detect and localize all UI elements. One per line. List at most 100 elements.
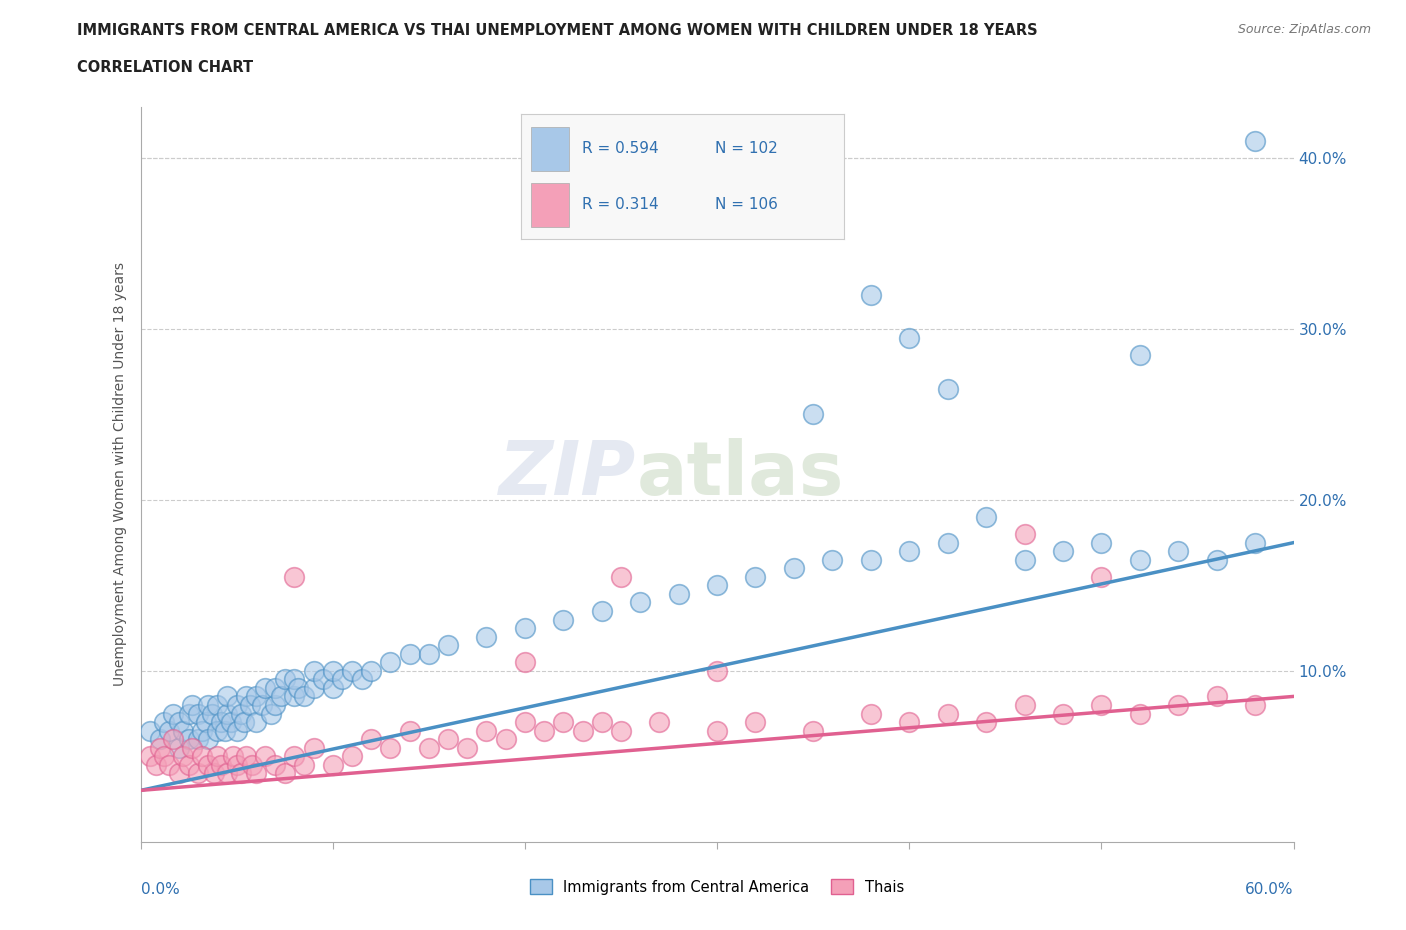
Point xyxy=(456,740,478,755)
Point xyxy=(936,381,959,396)
Point xyxy=(475,724,498,738)
Point xyxy=(207,749,229,764)
Point xyxy=(668,587,690,602)
Point xyxy=(974,714,997,729)
Point xyxy=(648,714,671,729)
Point xyxy=(360,732,382,747)
Point xyxy=(233,714,256,729)
Point xyxy=(181,740,204,755)
Point xyxy=(159,757,180,772)
Point xyxy=(418,646,440,661)
Point xyxy=(571,724,593,738)
Point xyxy=(172,749,194,764)
Point xyxy=(283,671,305,686)
Point xyxy=(181,698,204,712)
Point xyxy=(217,706,239,721)
Point xyxy=(974,510,997,525)
Point xyxy=(197,732,219,747)
Point xyxy=(533,724,555,738)
Point xyxy=(706,578,728,592)
Text: 0.0%: 0.0% xyxy=(141,882,180,897)
Point xyxy=(1052,544,1074,559)
Point xyxy=(149,732,172,747)
Point xyxy=(283,569,305,584)
Point xyxy=(214,724,236,738)
Legend: Immigrants from Central America, Thais: Immigrants from Central America, Thais xyxy=(524,873,910,900)
Point xyxy=(302,663,325,678)
Point xyxy=(1090,535,1112,550)
Point xyxy=(245,714,267,729)
Point xyxy=(1052,706,1074,721)
Point xyxy=(610,724,633,738)
Point xyxy=(380,740,402,755)
Point xyxy=(207,698,229,712)
Point xyxy=(610,569,633,584)
Point xyxy=(197,757,219,772)
Point xyxy=(254,681,277,696)
Point xyxy=(217,766,239,781)
Point xyxy=(322,681,344,696)
Text: Source: ZipAtlas.com: Source: ZipAtlas.com xyxy=(1237,23,1371,36)
Point xyxy=(398,724,420,738)
Point xyxy=(302,681,325,696)
Text: CORRELATION CHART: CORRELATION CHART xyxy=(77,60,253,75)
Point xyxy=(1129,347,1152,362)
Point xyxy=(229,766,252,781)
Text: IMMIGRANTS FROM CENTRAL AMERICA VS THAI UNEMPLOYMENT AMONG WOMEN WITH CHILDREN U: IMMIGRANTS FROM CENTRAL AMERICA VS THAI … xyxy=(77,23,1038,38)
Point xyxy=(225,757,247,772)
Point xyxy=(475,630,498,644)
Point xyxy=(177,732,200,747)
Point xyxy=(859,287,882,302)
Point xyxy=(513,655,536,670)
Point xyxy=(859,706,882,721)
Point xyxy=(302,740,325,755)
Point xyxy=(250,698,273,712)
Point xyxy=(292,689,315,704)
Point xyxy=(1167,698,1189,712)
Point xyxy=(1167,544,1189,559)
Point xyxy=(264,698,287,712)
Point xyxy=(152,714,174,729)
Point xyxy=(177,706,200,721)
Point xyxy=(273,671,295,686)
Point xyxy=(187,766,209,781)
Point xyxy=(801,724,824,738)
Text: atlas: atlas xyxy=(637,438,844,511)
Point xyxy=(437,732,460,747)
Point xyxy=(398,646,420,661)
Point xyxy=(209,757,232,772)
Point xyxy=(287,681,309,696)
Point xyxy=(898,544,921,559)
Point xyxy=(1244,134,1267,149)
Point xyxy=(360,663,382,678)
Point xyxy=(191,724,214,738)
Point xyxy=(553,612,575,627)
Point xyxy=(177,757,200,772)
Point xyxy=(139,749,162,764)
Point xyxy=(292,757,315,772)
Point xyxy=(254,749,277,764)
Point xyxy=(1014,698,1036,712)
Point xyxy=(167,714,190,729)
Point xyxy=(340,749,363,764)
Point xyxy=(273,766,295,781)
Point xyxy=(162,706,184,721)
Point xyxy=(167,740,190,755)
Point xyxy=(219,714,242,729)
Point xyxy=(322,757,344,772)
Point xyxy=(209,714,232,729)
Point xyxy=(139,724,162,738)
Point xyxy=(283,689,305,704)
Point xyxy=(197,698,219,712)
Point xyxy=(898,330,921,345)
Point xyxy=(187,732,209,747)
Point xyxy=(240,757,263,772)
Point xyxy=(706,724,728,738)
Point xyxy=(283,749,305,764)
Point xyxy=(1090,569,1112,584)
Point xyxy=(1244,535,1267,550)
Point xyxy=(936,535,959,550)
Point xyxy=(264,757,287,772)
Point xyxy=(245,689,267,704)
Point xyxy=(553,714,575,729)
